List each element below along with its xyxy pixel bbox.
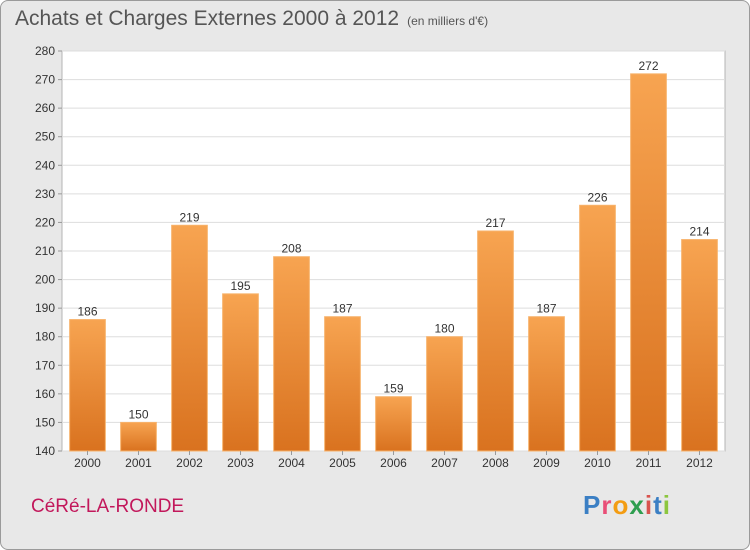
value-label-2008: 217	[485, 216, 505, 230]
chart-title: Achats et Charges Externes 2000 à 2012 (e…	[15, 7, 488, 31]
bar-2004	[273, 256, 310, 452]
y-tick-label: 250	[35, 130, 55, 144]
logo-letter: t	[653, 490, 663, 520]
value-label-2001: 150	[128, 407, 148, 421]
bars: 186 150 219 195 208 187 159 180 217 187 226 272 214	[69, 59, 718, 452]
y-tick-label: 280	[35, 44, 55, 58]
y-tick-label: 240	[35, 158, 55, 172]
bar-2011	[630, 73, 667, 452]
value-label-2009: 187	[536, 302, 556, 316]
x-tick-label-2007: 2007	[431, 456, 458, 470]
x-tick-label-2011: 2011	[636, 456, 662, 470]
bar-2005	[324, 316, 361, 452]
y-tick-label: 220	[35, 215, 55, 229]
value-label-2012: 214	[689, 225, 709, 239]
logo-letter: i	[662, 490, 671, 520]
y-tick-label: 270	[35, 73, 55, 87]
logo-letter: o	[612, 490, 630, 520]
bar-2001	[120, 421, 157, 452]
title-text: Achats et Charges Externes 2000 à 2012	[15, 7, 400, 30]
y-tick-label: 170	[35, 358, 55, 372]
y-tick-label: 150	[35, 415, 55, 429]
y-tick-label: 260	[35, 101, 55, 115]
value-label-2005: 187	[332, 302, 352, 316]
y-tick-label: 190	[35, 301, 55, 315]
bar-2008	[477, 230, 514, 452]
value-label-2002: 219	[179, 210, 199, 224]
bar-2002	[171, 224, 208, 452]
x-tick-label-2008: 2008	[482, 456, 509, 470]
logo-letter: r	[601, 490, 613, 520]
x-tick-label-2012: 2012	[686, 456, 713, 470]
value-label-2000: 186	[77, 305, 97, 319]
logo-letter: i	[644, 490, 654, 520]
x-tick-label-2002: 2002	[176, 456, 203, 470]
logo-letter: x	[629, 490, 645, 520]
value-label-2003: 195	[230, 279, 250, 293]
place-name: CéRé-LA-RONDE	[31, 496, 185, 517]
value-label-2011: 272	[638, 59, 658, 73]
bar-2009	[528, 316, 565, 452]
bar-2000	[69, 319, 106, 452]
bar-2012	[681, 239, 718, 452]
unit-text: (en milliers d'€)	[407, 14, 489, 28]
bar-2006	[375, 396, 412, 452]
y-tick-label: 160	[35, 387, 55, 401]
value-label-2006: 159	[383, 382, 403, 396]
x-axis: 2000 2001 2002 2003 2004 2005 2006 2007 2008 2009…	[74, 451, 713, 470]
y-axis: 140 150 160 170 180 190 200 210 220 230 240 250 260 2…	[35, 44, 62, 458]
y-tick-label: 210	[35, 244, 55, 258]
x-tick-label-2010: 2010	[584, 456, 611, 470]
bar-2010	[579, 204, 616, 452]
x-tick-label-2003: 2003	[227, 456, 254, 470]
y-tick-label: 200	[35, 273, 55, 287]
y-tick-label: 180	[35, 330, 55, 344]
x-tick-label-2005: 2005	[329, 456, 356, 470]
x-tick-label-2009: 2009	[533, 456, 560, 470]
value-label-2004: 208	[281, 242, 301, 256]
x-tick-label-2000: 2000	[74, 456, 101, 470]
value-label-2007: 180	[434, 322, 454, 336]
x-tick-label-2006: 2006	[380, 456, 407, 470]
y-tick-label: 230	[35, 187, 55, 201]
y-tick-label: 140	[35, 444, 55, 458]
bar-2007	[426, 336, 463, 452]
proxiti-logo[interactable]: Proxiti	[583, 490, 671, 521]
logo-letter: P	[583, 490, 602, 520]
x-tick-label-2004: 2004	[278, 456, 305, 470]
bar-2003	[222, 293, 259, 452]
value-label-2010: 226	[587, 190, 607, 204]
x-tick-label-2001: 2001	[125, 456, 152, 470]
